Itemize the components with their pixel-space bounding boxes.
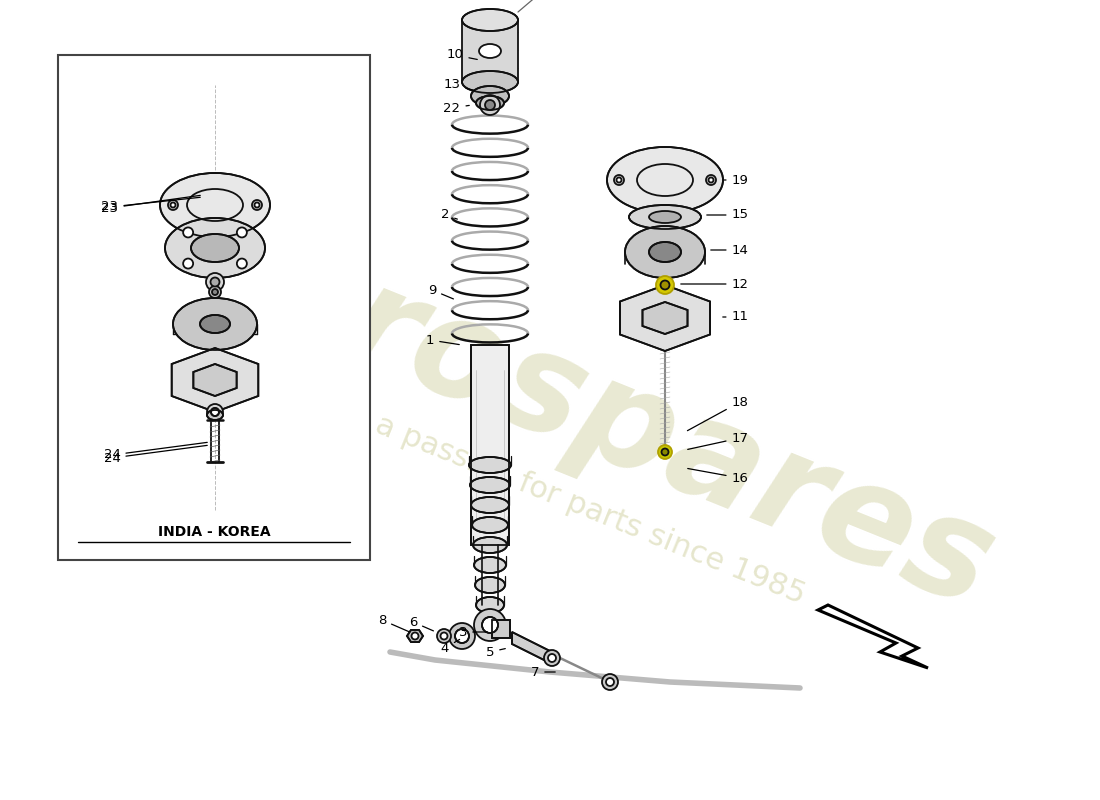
Text: 3: 3 — [459, 626, 487, 638]
Circle shape — [449, 623, 475, 649]
Circle shape — [210, 278, 220, 286]
Text: 24: 24 — [103, 442, 207, 462]
Text: 5: 5 — [486, 646, 505, 658]
Text: 23: 23 — [101, 195, 200, 214]
Circle shape — [209, 286, 221, 298]
Ellipse shape — [191, 234, 239, 262]
Circle shape — [544, 650, 560, 666]
Circle shape — [482, 617, 498, 633]
Bar — [462, 20, 518, 82]
Circle shape — [252, 200, 262, 210]
Ellipse shape — [207, 410, 223, 420]
Circle shape — [485, 100, 495, 110]
Circle shape — [602, 674, 618, 690]
Text: 18: 18 — [688, 395, 748, 430]
Text: 7: 7 — [530, 666, 556, 678]
Text: 11: 11 — [723, 310, 748, 323]
Ellipse shape — [474, 557, 506, 573]
Circle shape — [480, 95, 501, 115]
Ellipse shape — [607, 147, 723, 213]
Text: 13: 13 — [443, 78, 474, 91]
Text: 17: 17 — [688, 431, 748, 450]
Ellipse shape — [629, 205, 701, 229]
Circle shape — [474, 609, 506, 641]
Polygon shape — [642, 302, 688, 334]
Circle shape — [656, 276, 674, 294]
Text: 23: 23 — [101, 198, 200, 214]
Text: 10: 10 — [447, 49, 477, 62]
Bar — [492, 620, 510, 638]
Text: 24: 24 — [103, 446, 207, 465]
Text: 12: 12 — [681, 278, 748, 290]
Ellipse shape — [160, 173, 270, 237]
Ellipse shape — [478, 44, 500, 58]
Text: 22: 22 — [443, 102, 470, 114]
Text: 2: 2 — [441, 209, 458, 222]
Polygon shape — [818, 605, 928, 668]
Text: 19: 19 — [724, 174, 748, 186]
Circle shape — [254, 202, 260, 207]
Circle shape — [440, 633, 448, 639]
Circle shape — [616, 178, 622, 182]
Ellipse shape — [472, 517, 508, 533]
Text: 6: 6 — [409, 615, 433, 631]
Ellipse shape — [462, 71, 518, 93]
Polygon shape — [512, 632, 552, 664]
Polygon shape — [407, 630, 424, 642]
Bar — [471, 345, 509, 545]
Text: 15: 15 — [707, 209, 748, 222]
Circle shape — [411, 633, 418, 639]
Circle shape — [658, 445, 672, 459]
Circle shape — [207, 404, 223, 420]
Circle shape — [183, 227, 194, 238]
Circle shape — [708, 178, 714, 182]
Circle shape — [211, 408, 219, 416]
Text: 1: 1 — [426, 334, 460, 346]
Ellipse shape — [200, 315, 230, 333]
Text: INDIA - KOREA: INDIA - KOREA — [157, 525, 271, 539]
Bar — [492, 620, 510, 638]
Text: eurospares: eurospares — [147, 183, 1012, 637]
Ellipse shape — [462, 9, 518, 31]
Polygon shape — [172, 348, 258, 412]
Ellipse shape — [476, 597, 504, 613]
Circle shape — [437, 629, 451, 643]
Polygon shape — [620, 285, 710, 351]
Text: 16: 16 — [688, 469, 748, 485]
Text: 4: 4 — [441, 639, 460, 654]
Circle shape — [614, 175, 624, 185]
Circle shape — [455, 629, 469, 643]
Circle shape — [548, 654, 556, 662]
Circle shape — [206, 273, 224, 291]
Circle shape — [170, 202, 176, 207]
Circle shape — [660, 281, 670, 290]
Circle shape — [183, 258, 194, 269]
Bar — [58, 55, 370, 560]
Ellipse shape — [625, 226, 705, 278]
Ellipse shape — [473, 537, 507, 553]
Ellipse shape — [471, 497, 509, 513]
Bar — [471, 345, 509, 545]
Ellipse shape — [476, 96, 504, 110]
Text: a passion for parts since 1985: a passion for parts since 1985 — [371, 410, 810, 610]
Ellipse shape — [469, 457, 512, 473]
Circle shape — [236, 258, 246, 269]
Circle shape — [168, 200, 178, 210]
Ellipse shape — [173, 298, 257, 350]
Ellipse shape — [165, 218, 265, 278]
Polygon shape — [194, 364, 236, 396]
Circle shape — [606, 678, 614, 686]
Ellipse shape — [649, 211, 681, 223]
Ellipse shape — [471, 86, 509, 106]
Ellipse shape — [475, 577, 505, 593]
Ellipse shape — [470, 477, 510, 493]
Text: 8: 8 — [377, 614, 409, 632]
Text: 9: 9 — [428, 283, 453, 299]
Circle shape — [212, 289, 218, 295]
Ellipse shape — [649, 242, 681, 262]
Text: 14: 14 — [711, 243, 748, 257]
Circle shape — [661, 449, 669, 455]
Circle shape — [236, 227, 246, 238]
Circle shape — [706, 175, 716, 185]
